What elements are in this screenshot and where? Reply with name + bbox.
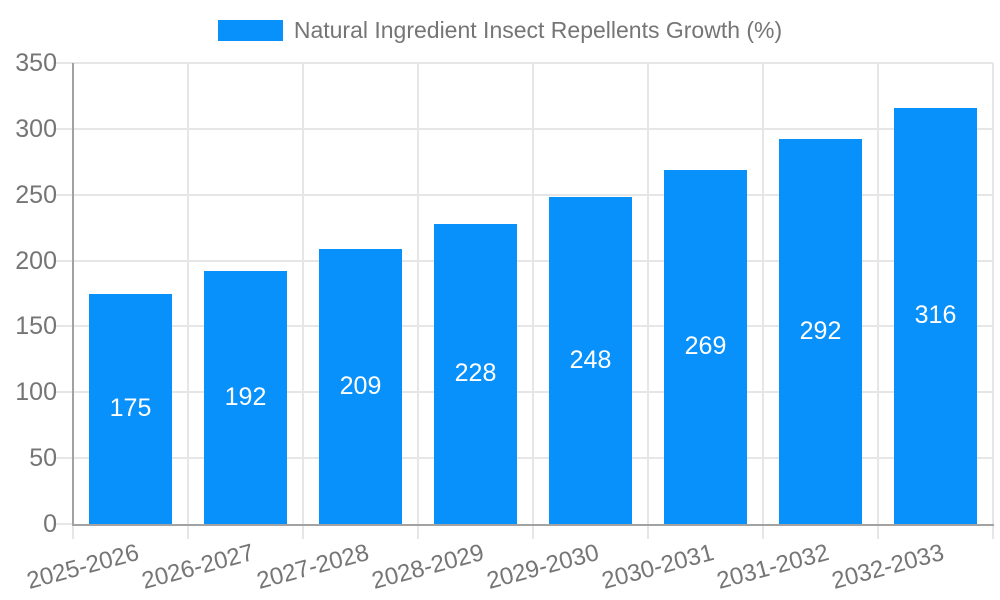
legend-label: Natural Ingredient Insect Repellents Gro… (293, 16, 783, 43)
x-gridline (302, 63, 304, 539)
bar: 209 (319, 248, 402, 524)
y-tick-label: 300 (15, 114, 57, 143)
y-tick (55, 523, 73, 525)
bar-value-label: 316 (914, 301, 957, 330)
bar: 316 (894, 107, 977, 524)
x-gridline (877, 63, 879, 539)
y-tick-label: 200 (15, 246, 57, 275)
y-gridline (55, 193, 993, 196)
y-gridline (55, 457, 993, 460)
x-tick-label: 2028-2029 (368, 539, 487, 595)
x-tick-label: 2031-2032 (713, 539, 832, 595)
y-tick-label: 350 (15, 49, 57, 77)
y-gridline (55, 62, 993, 64)
x-axis-line (72, 524, 994, 526)
x-tick-label: 2032-2033 (828, 539, 947, 595)
bar-value-label: 175 (109, 394, 152, 423)
bar: 175 (89, 293, 172, 524)
x-tick-label: 2025-2026 (23, 539, 142, 595)
y-tick-label: 0 (43, 510, 57, 538)
bar-value-label: 292 (799, 317, 842, 346)
bar: 292 (779, 139, 862, 524)
bar: 248 (549, 197, 632, 524)
x-tick (72, 524, 74, 539)
bar-value-label: 192 (224, 383, 267, 412)
y-gridline (55, 127, 993, 130)
bar: 228 (434, 223, 517, 524)
x-tick-label: 2026-2027 (138, 539, 257, 595)
bar-value-label: 209 (339, 371, 382, 400)
bar-value-label: 248 (569, 346, 612, 375)
legend: Natural Ingredient Insect Repellents Gro… (0, 17, 1000, 43)
y-axis-line (72, 63, 74, 524)
y-tick-label: 250 (15, 180, 57, 209)
bar-value-label: 269 (684, 332, 727, 361)
x-gridline (762, 63, 764, 539)
bar: 192 (204, 271, 287, 524)
y-tick-label: 150 (15, 312, 57, 341)
y-gridline (55, 391, 993, 394)
x-tick-label: 2029-2030 (483, 539, 602, 595)
y-gridline (55, 259, 993, 262)
y-gridline (55, 325, 993, 328)
y-tick-label: 100 (15, 378, 57, 407)
x-gridline (532, 63, 534, 539)
x-tick-label: 2030-2031 (598, 539, 717, 595)
y-tick-label: 50 (29, 444, 57, 473)
x-gridline (417, 63, 419, 539)
x-gridline (992, 63, 994, 539)
bar: 269 (664, 169, 747, 524)
legend-swatch (217, 19, 283, 41)
x-tick-label: 2027-2028 (253, 539, 372, 595)
x-gridline (647, 63, 649, 539)
bar-value-label: 228 (454, 359, 497, 388)
x-gridline (187, 63, 189, 539)
